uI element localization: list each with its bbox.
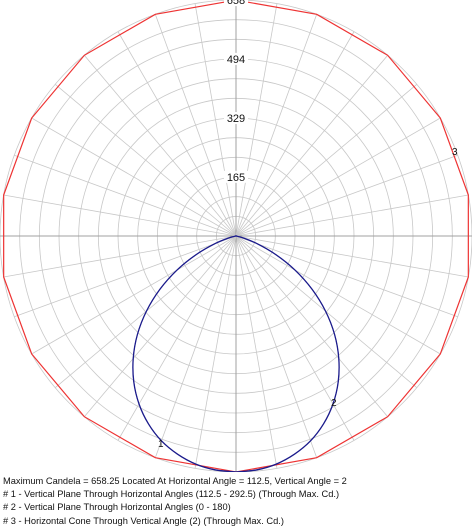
radial-tick-label: 165 bbox=[227, 172, 245, 184]
vertical-plane-curve-2 bbox=[132, 235, 340, 472]
series-label-2: 2 bbox=[331, 398, 337, 409]
radial-tick-label: 329 bbox=[227, 113, 245, 125]
legend-series-3: # 3 - Horizontal Cone Through Vertical A… bbox=[3, 515, 284, 526]
grid-spoke bbox=[235, 154, 458, 237]
grid-spoke bbox=[235, 14, 318, 237]
tick-label-bg bbox=[224, 52, 248, 65]
grid-spoke bbox=[31, 235, 237, 355]
tick-label-bg bbox=[224, 0, 248, 7]
grid-spoke bbox=[194, 235, 237, 469]
grid-spoke bbox=[235, 235, 355, 441]
grid-spoke bbox=[54, 83, 237, 237]
grid-spoke bbox=[235, 83, 418, 237]
grid-spoke bbox=[117, 235, 237, 441]
grid-spoke bbox=[235, 235, 318, 458]
grid-spoke bbox=[194, 3, 237, 237]
legend-series-2: # 2 - Vertical Plane Through Horizontal … bbox=[3, 502, 231, 513]
grid-spoke bbox=[117, 31, 237, 237]
grid-spoke bbox=[235, 31, 355, 237]
grid-spoke bbox=[235, 235, 389, 418]
series-label-1: 1 bbox=[158, 439, 164, 450]
grid-spoke bbox=[83, 235, 237, 418]
grid-spoke bbox=[31, 117, 237, 237]
grid-spoke bbox=[14, 154, 237, 237]
grid-spoke bbox=[235, 235, 441, 355]
radial-tick-label: 494 bbox=[227, 54, 245, 66]
grid-spoke bbox=[235, 235, 469, 278]
grid-spoke bbox=[235, 117, 441, 237]
grid-spoke bbox=[83, 54, 237, 237]
polar-plot: 165 329 494 658 1 2 3 bbox=[0, 0, 472, 472]
max-candela-line: Maximum Candela = 658.25 Located At Hori… bbox=[3, 476, 347, 486]
grid-spoke bbox=[235, 3, 278, 237]
series-label-3: 3 bbox=[452, 147, 458, 158]
radial-tick-label: 658 bbox=[227, 0, 245, 7]
tick-label-bg bbox=[224, 170, 248, 183]
grid-spoke bbox=[3, 194, 237, 237]
grid-spoke bbox=[235, 235, 458, 318]
grid-spoke bbox=[235, 194, 469, 237]
grid-spoke bbox=[235, 54, 389, 237]
legend: Maximum Candela = 658.25 Located At Hori… bbox=[3, 475, 347, 528]
grid-spoke bbox=[235, 235, 278, 469]
tick-label-bg bbox=[224, 112, 248, 125]
grid-spoke bbox=[14, 235, 237, 318]
grid-spoke bbox=[154, 14, 237, 237]
grid-spoke bbox=[3, 235, 237, 278]
grid-spoke bbox=[154, 235, 237, 458]
legend-series-1: # 1 - Vertical Plane Through Horizontal … bbox=[3, 489, 340, 500]
